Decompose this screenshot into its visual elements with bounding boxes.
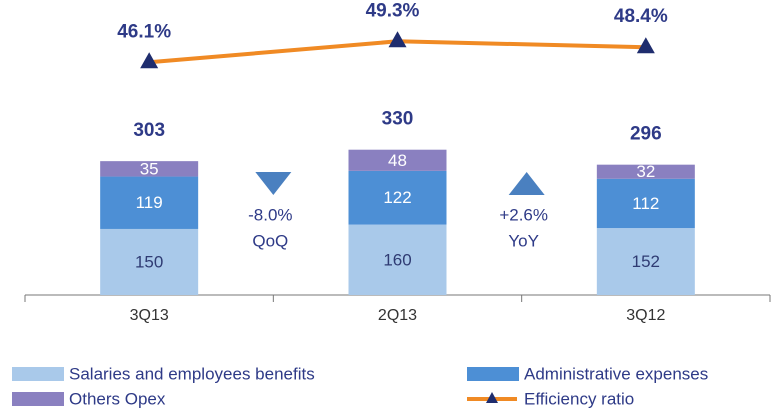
line-value-label: 49.3% bbox=[366, 0, 420, 21]
bar-value-label: 119 bbox=[136, 193, 163, 212]
line-marker bbox=[140, 52, 159, 69]
line-marker bbox=[388, 31, 407, 48]
bar-value-label: 150 bbox=[135, 252, 163, 271]
bar-segment bbox=[596, 164, 695, 179]
bar-segment bbox=[100, 176, 199, 229]
bar-value-label: 32 bbox=[636, 162, 655, 181]
x-tick-label: 2Q13 bbox=[378, 307, 417, 324]
x-tick-label: 3Q12 bbox=[626, 307, 665, 324]
legend-label: Administrative expenses bbox=[524, 364, 708, 383]
legend-label: Efficiency ratio bbox=[524, 389, 634, 408]
legend-swatch bbox=[12, 392, 64, 406]
legend-marker bbox=[486, 392, 498, 403]
line-value-label: 46.1% bbox=[117, 21, 171, 42]
total-label: 303 bbox=[133, 120, 165, 141]
bar-value-label: 160 bbox=[383, 250, 411, 269]
bar-value-label: 122 bbox=[383, 188, 411, 207]
legend-label: Salaries and employees benefits bbox=[69, 364, 315, 383]
bar-value-label: 48 bbox=[388, 151, 407, 170]
bar-value-label: 35 bbox=[140, 159, 159, 178]
bar-value-label: 152 bbox=[632, 252, 660, 271]
total-label: 296 bbox=[630, 124, 662, 145]
change-arrow bbox=[255, 172, 292, 195]
bar-segment bbox=[100, 161, 199, 177]
change-label: YoY bbox=[508, 231, 539, 250]
legend-swatch bbox=[12, 367, 64, 381]
bar-segment bbox=[348, 170, 447, 225]
change-label: QoQ bbox=[252, 231, 288, 250]
line-marker bbox=[636, 37, 655, 54]
bar-segment bbox=[348, 224, 447, 295]
line-value-label: 48.4% bbox=[614, 6, 668, 27]
bar-segment bbox=[596, 228, 695, 295]
x-tick-label: 3Q13 bbox=[130, 307, 169, 324]
change-value: +2.6% bbox=[499, 205, 548, 224]
bar-segment bbox=[348, 149, 447, 171]
bar-segment bbox=[596, 178, 695, 229]
change-value: -8.0% bbox=[248, 205, 292, 224]
bar-value-label: 112 bbox=[632, 194, 659, 213]
change-arrow bbox=[508, 172, 545, 195]
total-label: 330 bbox=[382, 109, 414, 130]
legend-label: Others Opex bbox=[69, 389, 166, 408]
legend-swatch bbox=[467, 367, 519, 381]
bar-segment bbox=[100, 228, 199, 295]
